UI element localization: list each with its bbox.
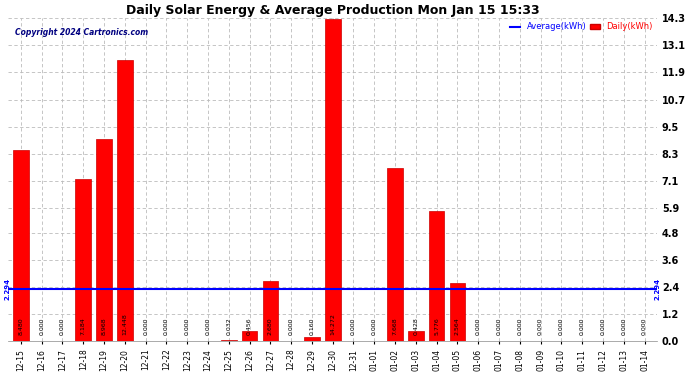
Bar (241, 331, 257, 341)
Bar (450, 283, 465, 341)
Legend: Average(kWh), Daily(kWh): Average(kWh), Daily(kWh) (510, 22, 653, 32)
Bar (117, 60, 132, 341)
Bar (263, 280, 278, 341)
Text: 0.000: 0.000 (559, 317, 564, 334)
Text: 7.668: 7.668 (393, 317, 397, 334)
Bar (325, 19, 340, 341)
Text: 0.000: 0.000 (518, 317, 522, 334)
Text: 0.000: 0.000 (538, 317, 543, 334)
Text: 8.968: 8.968 (101, 317, 106, 334)
Title: Daily Solar Energy & Average Production Mon Jan 15 15:33: Daily Solar Energy & Average Production … (126, 4, 540, 17)
Text: 0.000: 0.000 (185, 317, 190, 334)
Text: 0.000: 0.000 (497, 317, 502, 334)
Text: 0.000: 0.000 (351, 317, 356, 334)
Text: 2.680: 2.680 (268, 317, 273, 334)
Bar (387, 168, 403, 341)
Bar (13, 150, 29, 341)
Bar (75, 179, 91, 341)
Text: 0.456: 0.456 (247, 317, 252, 334)
Text: 2.294: 2.294 (5, 278, 10, 300)
Text: 0.000: 0.000 (60, 317, 65, 334)
Text: Copyright 2024 Cartronics.com: Copyright 2024 Cartronics.com (15, 28, 148, 37)
Text: 0.000: 0.000 (642, 317, 647, 334)
Bar (304, 338, 319, 341)
Text: 0.000: 0.000 (475, 317, 481, 334)
Text: 2.294: 2.294 (655, 278, 661, 300)
Text: 0.160: 0.160 (309, 317, 315, 334)
Text: 0.428: 0.428 (413, 317, 418, 334)
Text: 8.480: 8.480 (19, 317, 23, 334)
Text: 0.000: 0.000 (288, 317, 294, 334)
Text: 0.000: 0.000 (372, 317, 377, 334)
Bar (221, 340, 237, 341)
Bar (408, 332, 424, 341)
Text: 0.000: 0.000 (580, 317, 584, 334)
Text: 0.000: 0.000 (600, 317, 605, 334)
Text: 0.000: 0.000 (164, 317, 169, 334)
Bar (429, 211, 444, 341)
Text: 14.272: 14.272 (331, 313, 335, 334)
Text: 0.000: 0.000 (621, 317, 627, 334)
Text: 7.184: 7.184 (81, 317, 86, 334)
Text: 5.776: 5.776 (434, 317, 439, 334)
Text: 0.000: 0.000 (143, 317, 148, 334)
Text: 0.000: 0.000 (206, 317, 210, 334)
Text: 0.000: 0.000 (39, 317, 44, 334)
Bar (97, 139, 112, 341)
Text: 2.564: 2.564 (455, 317, 460, 334)
Text: 0.032: 0.032 (226, 317, 231, 334)
Text: 12.448: 12.448 (122, 313, 128, 334)
